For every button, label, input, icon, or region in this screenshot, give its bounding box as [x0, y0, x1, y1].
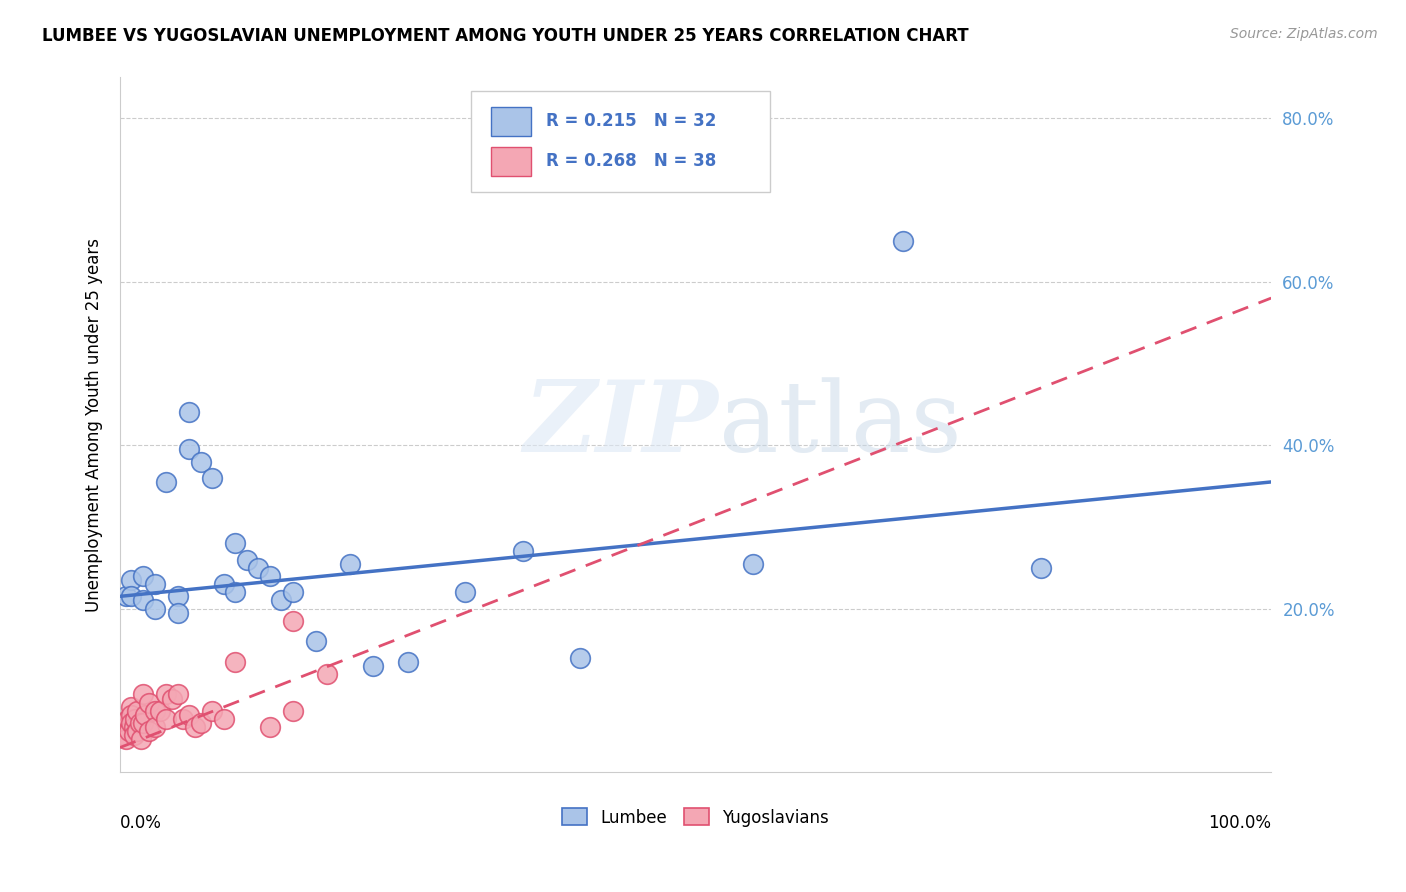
- Point: [396, 655, 419, 669]
- Point: [132, 569, 155, 583]
- Point: [117, 712, 139, 726]
- Point: [270, 593, 292, 607]
- Point: [114, 720, 136, 734]
- Point: [155, 712, 177, 726]
- Point: [177, 405, 200, 419]
- Point: [281, 614, 304, 628]
- Point: [224, 655, 246, 669]
- Point: [281, 585, 304, 599]
- Point: [122, 720, 145, 734]
- Point: [160, 691, 183, 706]
- Point: [124, 712, 146, 726]
- Point: [177, 707, 200, 722]
- Text: 0.0%: 0.0%: [120, 814, 162, 831]
- Point: [184, 720, 207, 734]
- Text: Source: ZipAtlas.com: Source: ZipAtlas.com: [1230, 27, 1378, 41]
- Point: [121, 699, 143, 714]
- Y-axis label: Unemployment Among Youth under 25 years: Unemployment Among Youth under 25 years: [86, 238, 103, 612]
- Text: 100.0%: 100.0%: [1208, 814, 1271, 831]
- Point: [132, 687, 155, 701]
- Text: R = 0.268   N = 38: R = 0.268 N = 38: [546, 152, 716, 169]
- Point: [259, 720, 281, 734]
- Text: LUMBEE VS YUGOSLAVIAN UNEMPLOYMENT AMONG YOUTH UNDER 25 YEARS CORRELATION CHART: LUMBEE VS YUGOSLAVIAN UNEMPLOYMENT AMONG…: [42, 27, 969, 45]
- Point: [128, 716, 150, 731]
- Text: R = 0.215   N = 32: R = 0.215 N = 32: [546, 112, 716, 130]
- Point: [742, 557, 765, 571]
- Point: [166, 687, 188, 701]
- Point: [891, 234, 914, 248]
- Point: [166, 590, 188, 604]
- Point: [166, 606, 188, 620]
- Point: [143, 704, 166, 718]
- Point: [259, 569, 281, 583]
- Point: [224, 536, 246, 550]
- Point: [114, 732, 136, 747]
- Point: [512, 544, 534, 558]
- Point: [122, 728, 145, 742]
- Point: [172, 712, 194, 726]
- Point: [118, 724, 141, 739]
- Point: [212, 577, 235, 591]
- Point: [305, 634, 328, 648]
- Point: [129, 732, 152, 747]
- Point: [190, 454, 212, 468]
- Legend: Lumbee, Yugoslavians: Lumbee, Yugoslavians: [555, 802, 835, 833]
- Point: [143, 720, 166, 734]
- Point: [361, 658, 384, 673]
- Point: [111, 728, 134, 742]
- Point: [1029, 560, 1052, 574]
- Point: [212, 712, 235, 726]
- Point: [454, 585, 477, 599]
- Point: [201, 704, 224, 718]
- Point: [281, 704, 304, 718]
- Point: [132, 716, 155, 731]
- Point: [121, 716, 143, 731]
- Point: [149, 704, 172, 718]
- Point: [235, 552, 257, 566]
- Point: [201, 471, 224, 485]
- Text: atlas: atlas: [718, 376, 962, 473]
- Point: [177, 442, 200, 457]
- Point: [143, 577, 166, 591]
- Point: [155, 687, 177, 701]
- Text: ZIP: ZIP: [523, 376, 718, 473]
- Point: [224, 585, 246, 599]
- Point: [132, 593, 155, 607]
- Point: [127, 704, 149, 718]
- Point: [339, 557, 361, 571]
- Point: [134, 707, 156, 722]
- FancyBboxPatch shape: [491, 147, 531, 176]
- Point: [155, 475, 177, 489]
- Point: [190, 716, 212, 731]
- Point: [138, 724, 160, 739]
- Point: [127, 724, 149, 739]
- FancyBboxPatch shape: [471, 91, 770, 192]
- Point: [121, 590, 143, 604]
- Point: [121, 573, 143, 587]
- Point: [138, 696, 160, 710]
- Point: [121, 707, 143, 722]
- Point: [316, 667, 339, 681]
- Point: [247, 560, 270, 574]
- Point: [114, 590, 136, 604]
- Point: [143, 601, 166, 615]
- Point: [569, 650, 592, 665]
- FancyBboxPatch shape: [491, 107, 531, 136]
